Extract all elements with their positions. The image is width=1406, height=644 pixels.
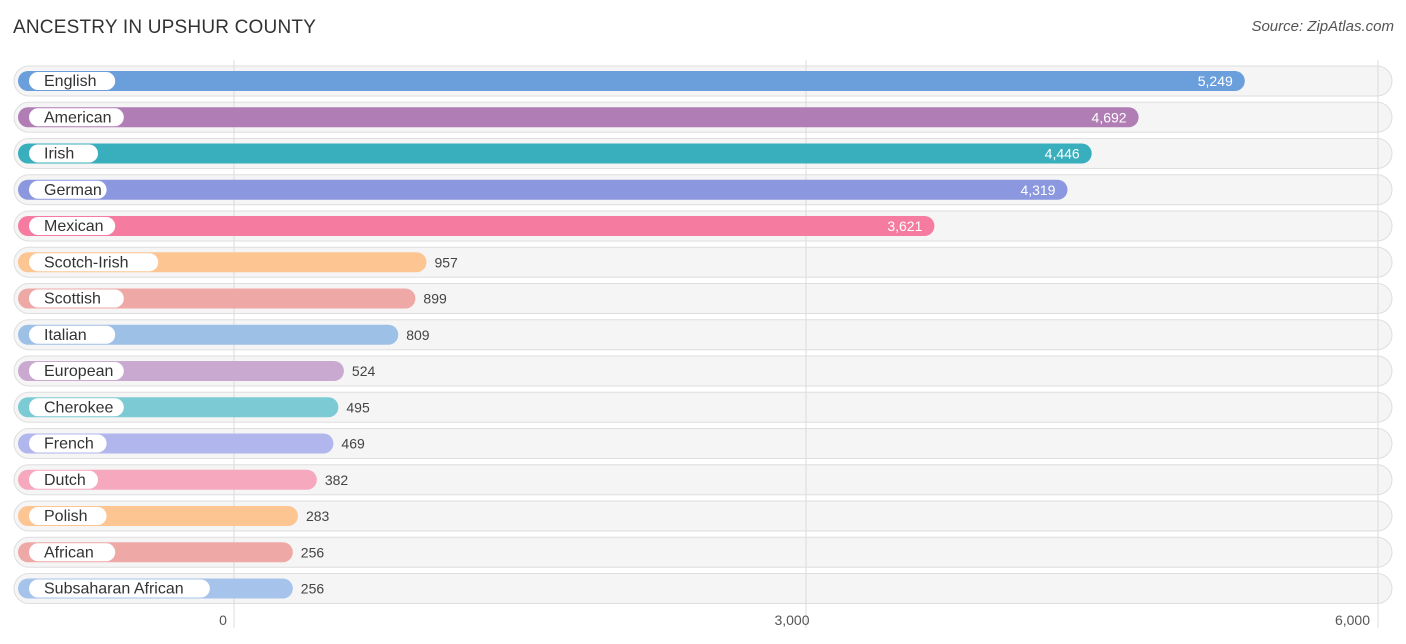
bar <box>18 143 1092 164</box>
bar-row: European 524 <box>18 361 375 381</box>
value-label: 256 <box>301 581 325 597</box>
bar-row: Scottish 899 <box>18 288 447 309</box>
bar <box>18 216 935 236</box>
bar-row: American 4,692 <box>18 107 1139 128</box>
category-label-bg <box>29 470 98 489</box>
value-label: 957 <box>434 254 458 270</box>
category-label-bg <box>29 144 98 163</box>
value-label: 4,692 <box>1092 109 1127 125</box>
category-label: Italian <box>44 327 87 344</box>
row-background <box>13 428 1393 459</box>
category-label: Polish <box>44 508 88 525</box>
value-label: 382 <box>325 472 349 488</box>
category-label: Dutch <box>44 472 86 489</box>
category-label: Mexican <box>44 218 104 235</box>
bar <box>18 179 1068 200</box>
category-label: French <box>44 436 94 453</box>
bar-row: English 5,249 <box>18 71 1245 91</box>
category-label-bg <box>29 579 210 598</box>
category-label: Scottish <box>44 291 101 308</box>
x-tick-label: 6,000 <box>1335 612 1370 628</box>
value-label: 5,249 <box>1198 73 1233 89</box>
category-label: Irish <box>44 146 74 163</box>
row-background <box>13 536 1393 568</box>
bar <box>18 71 1245 91</box>
category-label: African <box>44 544 94 561</box>
x-tick-label: 3,000 <box>774 612 809 628</box>
category-label: Scotch-Irish <box>44 254 128 271</box>
value-label: 899 <box>423 291 447 307</box>
category-label-bg <box>29 325 116 344</box>
value-label: 283 <box>306 508 330 524</box>
category-label-bg <box>29 72 116 90</box>
category-label-bg <box>29 253 159 272</box>
value-label: 809 <box>406 327 430 343</box>
bar-row: Scotch-Irish 957 <box>18 252 458 273</box>
bar-row: Italian 809 <box>18 324 430 345</box>
value-label: 524 <box>352 363 376 379</box>
category-label-bg <box>29 398 124 417</box>
category-label-bg <box>29 289 124 308</box>
bar <box>18 107 1139 128</box>
category-label: German <box>44 182 102 199</box>
bar-row: Subsaharan African 256 <box>18 578 325 599</box>
value-label: 4,446 <box>1045 146 1080 162</box>
row-background <box>13 573 1393 604</box>
chart-source: Source: ZipAtlas.com <box>1251 18 1394 35</box>
value-label: 4,319 <box>1020 182 1055 198</box>
category-label-bg <box>29 362 124 380</box>
category-label-bg <box>29 108 124 127</box>
category-label: European <box>44 363 113 380</box>
value-label: 3,621 <box>887 218 922 234</box>
category-label: Subsaharan African <box>44 581 184 598</box>
bar-row: Dutch 382 <box>18 469 349 490</box>
category-label-bg <box>29 180 107 199</box>
value-label: 495 <box>346 399 370 415</box>
bar-row: Cherokee 495 <box>18 397 370 418</box>
category-label-bg <box>29 543 116 562</box>
chart-title: ANCESTRY IN UPSHUR COUNTY <box>13 17 317 38</box>
category-label: English <box>44 73 96 90</box>
category-label-bg <box>29 434 107 453</box>
bar-row: African 256 <box>18 542 325 563</box>
value-label: 256 <box>301 544 325 560</box>
category-label-bg <box>29 217 116 235</box>
row-background <box>13 500 1393 532</box>
bar-row: Mexican 3,621 <box>18 216 935 236</box>
bar-row: Polish 283 <box>18 506 330 526</box>
value-label: 469 <box>341 436 365 452</box>
category-label: American <box>44 109 112 126</box>
bar-row: Irish 4,446 <box>18 143 1092 164</box>
x-tick-label: 0 <box>219 612 227 628</box>
bar-row: German 4,319 <box>18 179 1068 200</box>
row-background <box>13 355 1393 387</box>
category-label: Cherokee <box>44 399 113 416</box>
row-background <box>13 464 1393 496</box>
row-background <box>13 391 1393 423</box>
category-label-bg <box>29 507 107 525</box>
bar-row: French 469 <box>18 433 365 454</box>
